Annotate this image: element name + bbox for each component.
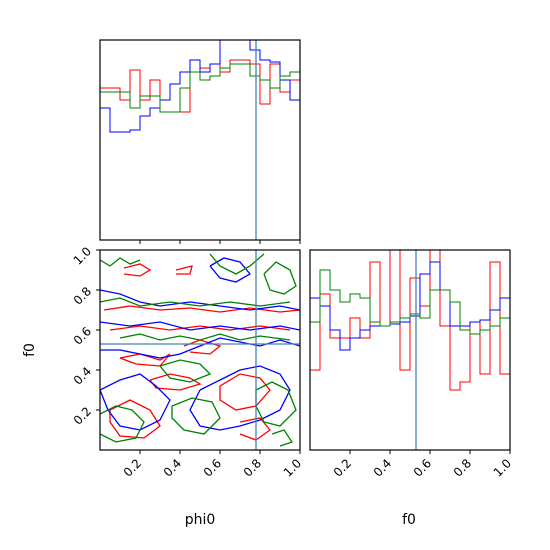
contour-series-0-line-2 [103,305,300,313]
phi0-histogram-panel [99,39,301,244]
contour-series-0-line-7 [109,399,161,439]
contour-series-1-line-5 [209,257,251,283]
f0-histogram-panel: 0.2 0.4 0.6 0.8 1.0 [309,249,514,480]
contour-series-0-line-1 [175,265,193,275]
contour-series-0-line-4 [119,353,171,367]
contour-series-2-line-0 [100,257,141,267]
contour-series-2-line-9 [271,429,294,447]
contour-series-1-line-3 [100,373,171,431]
contour-ytick-label-2: 0.6 [71,324,94,347]
contour-frame [99,249,301,451]
phi0-hist-plot-area [100,40,300,240]
f0-hist-series-1-step [310,261,510,351]
f0-hist-xtick-label-1: 0.4 [371,456,394,479]
f0-hist-frame [309,249,511,451]
f0-hist-xtick-label-3: 0.8 [451,456,474,479]
x-axis-label-f0: f0 [402,512,416,528]
contour-xtick-label-2: 0.6 [201,456,224,479]
f0-hist-plot-area [310,250,510,450]
contour-series-2-line-7 [171,397,221,435]
contour-xtick-label-1: 0.4 [161,456,184,479]
x-axis-label-phi0: phi0 [185,512,216,528]
phi0-f0-contour-panel: 0.2 0.4 0.6 0.8 1.0 0.2 0.4 0.6 0.8 1.0 [71,244,304,479]
contour-series-1-line-1 [100,321,300,331]
contour-series-0-line-6 [149,373,202,391]
contour-ytick-label-3: 0.8 [71,284,94,307]
contour-xtick-label-0: 0.2 [121,456,144,479]
phi0-hist-frame [99,39,301,241]
contour-series-2-line-5 [159,359,212,383]
contour-series-2-line-8 [255,381,297,427]
contour-series-0-line-9 [239,417,271,441]
contour-series-2-line-4 [119,333,291,341]
contour-series-0-line-5 [183,339,222,355]
contour-series-0-line-8 [219,373,271,411]
contour-ytick-label-1: 0.4 [71,364,94,387]
contour-series-0-line-3 [109,325,291,331]
contour-series-1-line-0 [100,289,300,311]
contour-ytick-label-4: 1.0 [71,244,94,267]
phi0-hist-series-1-step [100,40,300,133]
y-axis-label-f0: f0 [22,343,38,357]
contour-plot-area [100,250,300,450]
phi0-hist-series-0-step [100,59,300,113]
f0-hist-series-2-step [310,269,510,335]
contour-series-2-line-6 [100,405,145,443]
contour-series-2-line-1 [209,253,265,275]
f0-hist-xtick-label-4: 1.0 [491,456,514,479]
contour-xtick-label-3: 0.8 [241,456,264,479]
f0-hist-xtick-label-0: 0.2 [331,456,354,479]
contour-series-1-line-4 [189,365,291,431]
contour-series-2-line-3 [100,297,291,307]
contour-series-2-line-2 [263,261,297,295]
contour-series-0-line-0 [123,263,152,277]
phi0-hist-series-2-step [100,63,300,113]
f0-hist-xtick-label-2: 0.6 [411,456,434,479]
contour-xtick-label-4: 1.0 [281,456,304,479]
contour-ytick-label-0: 0.2 [71,404,94,427]
contour-series-1-line-2 [100,337,300,359]
